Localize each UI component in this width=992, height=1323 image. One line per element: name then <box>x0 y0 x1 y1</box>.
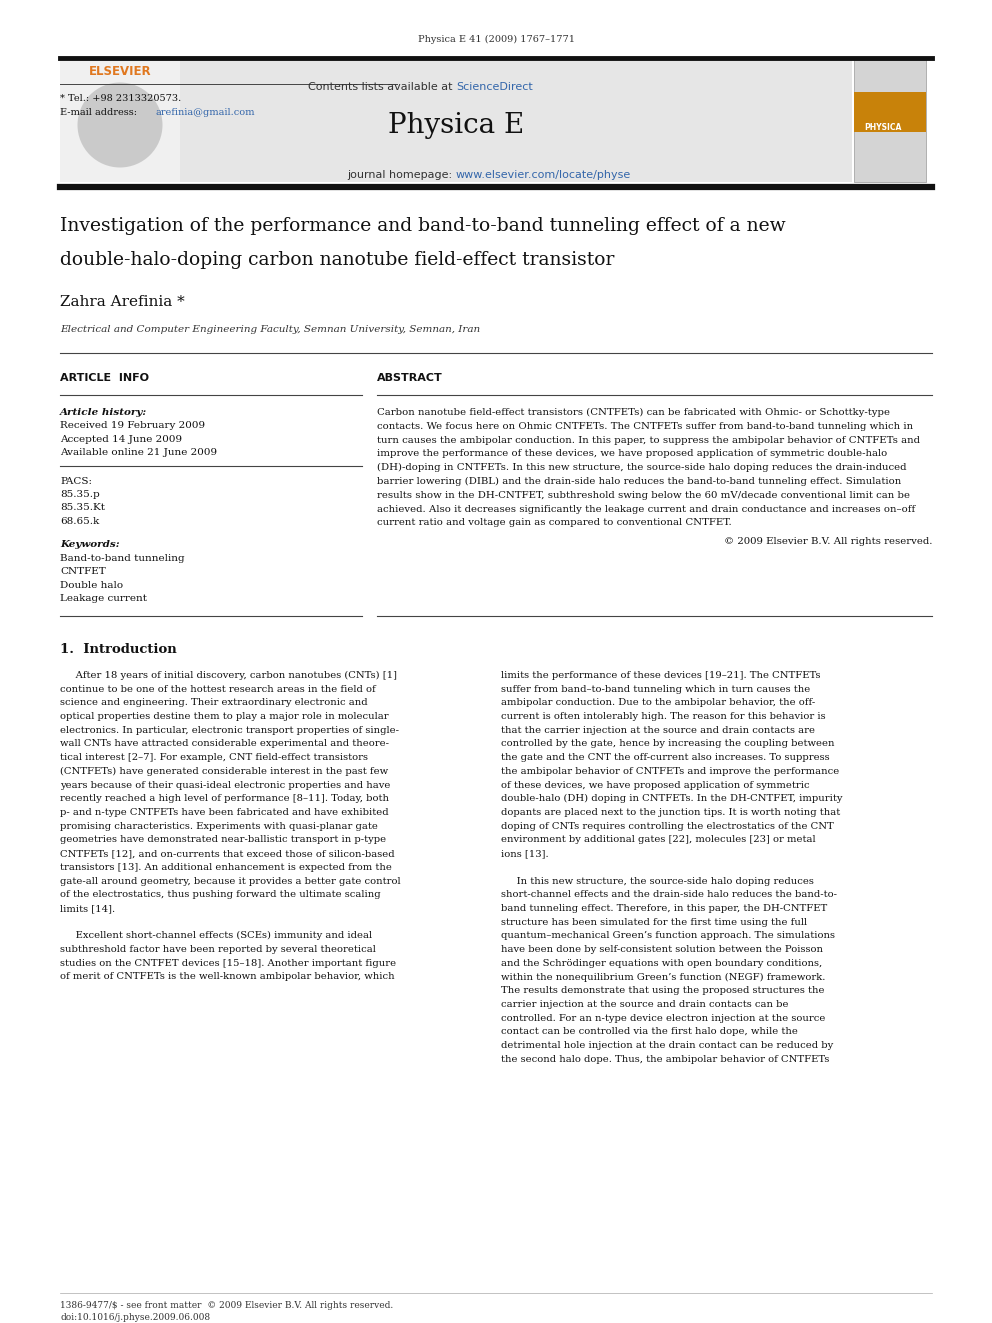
Text: suffer from band–to-band tunneling which in turn causes the: suffer from band–to-band tunneling which… <box>501 685 810 693</box>
Text: ARTICLE  INFO: ARTICLE INFO <box>60 373 149 382</box>
Text: structure has been simulated for the first time using the full: structure has been simulated for the fir… <box>501 918 807 926</box>
Text: Zahra Arefinia *: Zahra Arefinia * <box>60 295 185 310</box>
Text: After 18 years of initial discovery, carbon nanotubes (CNTs) [1]: After 18 years of initial discovery, car… <box>60 671 397 680</box>
Text: PACS:: PACS: <box>60 476 92 486</box>
Text: of merit of CNTFETs is the well-known ambipolar behavior, which: of merit of CNTFETs is the well-known am… <box>60 972 395 982</box>
Text: Accepted 14 June 2009: Accepted 14 June 2009 <box>60 435 183 445</box>
Text: of these devices, we have proposed application of symmetric: of these devices, we have proposed appli… <box>501 781 809 790</box>
Text: and the Schrödinger equations with open boundary conditions,: and the Schrödinger equations with open … <box>501 959 822 967</box>
Text: double-halo (DH) doping in CNTFETs. In the DH-CNTFET, impurity: double-halo (DH) doping in CNTFETs. In t… <box>501 794 842 803</box>
Text: electronics. In particular, electronic transport properties of single-: electronics. In particular, electronic t… <box>60 726 399 734</box>
Text: journal homepage:: journal homepage: <box>347 169 456 180</box>
Text: ions [13].: ions [13]. <box>501 849 549 859</box>
Text: controlled by the gate, hence by increasing the coupling between: controlled by the gate, hence by increas… <box>501 740 834 749</box>
Text: detrimental hole injection at the drain contact can be reduced by: detrimental hole injection at the drain … <box>501 1041 833 1050</box>
Text: Investigation of the performance and band-to-band tunneling effect of a new: Investigation of the performance and ban… <box>60 217 786 235</box>
Text: science and engineering. Their extraordinary electronic and: science and engineering. Their extraordi… <box>60 699 368 708</box>
Text: turn causes the ambipolar conduction. In this paper, to suppress the ambipolar b: turn causes the ambipolar conduction. In… <box>377 435 920 445</box>
Text: 1386-9477/$ - see front matter  © 2009 Elsevier B.V. All rights reserved.: 1386-9477/$ - see front matter © 2009 El… <box>60 1301 393 1310</box>
Text: carrier injection at the source and drain contacts can be: carrier injection at the source and drai… <box>501 1000 789 1009</box>
Bar <box>854 60 926 183</box>
Text: The results demonstrate that using the proposed structures the: The results demonstrate that using the p… <box>501 986 824 995</box>
Text: (CNTFETs) have generated considerable interest in the past few: (CNTFETs) have generated considerable in… <box>60 767 388 777</box>
Text: limits [14].: limits [14]. <box>60 904 115 913</box>
Text: Leakage current: Leakage current <box>60 594 147 603</box>
Text: contacts. We focus here on Ohmic CNTFETs. The CNTFETs suffer from band-to-band t: contacts. We focus here on Ohmic CNTFETs… <box>377 422 913 431</box>
Text: geometries have demonstrated near-ballistic transport in p-type: geometries have demonstrated near-ballis… <box>60 835 386 844</box>
Text: Carbon nanotube field-effect transistors (CNTFETs) can be fabricated with Ohmic-: Carbon nanotube field-effect transistors… <box>377 407 890 417</box>
Text: within the nonequilibrium Green’s function (NEGF) framework.: within the nonequilibrium Green’s functi… <box>501 972 825 982</box>
Text: double-halo-doping carbon nanotube field-effect transistor: double-halo-doping carbon nanotube field… <box>60 251 614 269</box>
Text: www.elsevier.com/locate/physe: www.elsevier.com/locate/physe <box>456 169 631 180</box>
Text: promising characteristics. Experiments with quasi-planar gate: promising characteristics. Experiments w… <box>60 822 378 831</box>
Text: Excellent short-channel effects (SCEs) immunity and ideal: Excellent short-channel effects (SCEs) i… <box>60 931 372 941</box>
Text: CNTFET: CNTFET <box>60 568 106 577</box>
Text: environment by additional gates [22], molecules [23] or metal: environment by additional gates [22], mo… <box>501 835 815 844</box>
Text: current ratio and voltage gain as compared to conventional CNTFET.: current ratio and voltage gain as compar… <box>377 519 732 528</box>
Text: tical interest [2–7]. For example, CNT field-effect transistors: tical interest [2–7]. For example, CNT f… <box>60 753 368 762</box>
Text: band tunneling effect. Therefore, in this paper, the DH-CNTFET: band tunneling effect. Therefore, in thi… <box>501 904 827 913</box>
Text: E-mail address:: E-mail address: <box>60 108 140 116</box>
Text: doping of CNTs requires controlling the electrostatics of the CNT: doping of CNTs requires controlling the … <box>501 822 833 831</box>
Text: ELSEVIER: ELSEVIER <box>88 65 152 78</box>
Text: Received 19 February 2009: Received 19 February 2009 <box>60 422 205 430</box>
Text: results show in the DH-CNTFET, subthreshold swing below the 60 mV/decade convent: results show in the DH-CNTFET, subthresh… <box>377 491 910 500</box>
Text: Available online 21 June 2009: Available online 21 June 2009 <box>60 448 217 458</box>
Text: current is often intolerably high. The reason for this behavior is: current is often intolerably high. The r… <box>501 712 825 721</box>
Text: barrier lowering (DIBL) and the drain-side halo reduces the band-to-band tunneli: barrier lowering (DIBL) and the drain-si… <box>377 478 902 486</box>
Text: achieved. Also it decreases significantly the leakage current and drain conducta: achieved. Also it decreases significantl… <box>377 504 916 513</box>
Text: ambipolar conduction. Due to the ambipolar behavior, the off-: ambipolar conduction. Due to the ambipol… <box>501 699 815 708</box>
Text: wall CNTs have attracted considerable experimental and theore-: wall CNTs have attracted considerable ex… <box>60 740 389 749</box>
Bar <box>854 93 926 132</box>
Text: Keywords:: Keywords: <box>60 541 120 549</box>
Text: Physica E: Physica E <box>388 112 524 139</box>
Text: improve the performance of these devices, we have proposed application of symmet: improve the performance of these devices… <box>377 450 887 458</box>
Text: dopants are placed next to the junction tips. It is worth noting that: dopants are placed next to the junction … <box>501 808 840 818</box>
Text: the ambipolar behavior of CNTFETs and improve the performance: the ambipolar behavior of CNTFETs and im… <box>501 767 839 775</box>
Text: gate-all around geometry, because it provides a better gate control: gate-all around geometry, because it pro… <box>60 877 401 885</box>
Text: contact can be controlled via the first halo dope, while the: contact can be controlled via the first … <box>501 1027 798 1036</box>
Ellipse shape <box>77 82 163 168</box>
Text: CNTFETs [12], and on-currents that exceed those of silicon-based: CNTFETs [12], and on-currents that excee… <box>60 849 395 859</box>
Text: short-channel effects and the drain-side halo reduces the band-to-: short-channel effects and the drain-side… <box>501 890 837 900</box>
Text: (DH)-doping in CNTFETs. In this new structure, the source-side halo doping reduc: (DH)-doping in CNTFETs. In this new stru… <box>377 463 907 472</box>
Text: * Tel.: +98 2313320573.: * Tel.: +98 2313320573. <box>60 94 182 103</box>
Text: that the carrier injection at the source and drain contacts are: that the carrier injection at the source… <box>501 726 815 734</box>
Text: 1.  Introduction: 1. Introduction <box>60 643 177 656</box>
Text: Physica E 41 (2009) 1767–1771: Physica E 41 (2009) 1767–1771 <box>418 34 574 44</box>
Text: of the electrostatics, thus pushing forward the ultimate scaling: of the electrostatics, thus pushing forw… <box>60 890 381 900</box>
Text: © 2009 Elsevier B.V. All rights reserved.: © 2009 Elsevier B.V. All rights reserved… <box>723 537 932 546</box>
Text: Band-to-band tunneling: Band-to-band tunneling <box>60 554 185 564</box>
Text: In this new structure, the source-side halo doping reduces: In this new structure, the source-side h… <box>501 877 813 885</box>
Text: subthreshold factor have been reported by several theoretical: subthreshold factor have been reported b… <box>60 945 376 954</box>
Text: recently reached a high level of performance [8–11]. Today, both: recently reached a high level of perform… <box>60 794 389 803</box>
Text: ScienceDirect: ScienceDirect <box>456 82 533 93</box>
Text: ABSTRACT: ABSTRACT <box>377 373 442 382</box>
Text: p- and n-type CNTFETs have been fabricated and have exhibited: p- and n-type CNTFETs have been fabricat… <box>60 808 389 818</box>
Bar <box>60 60 852 183</box>
Text: arefinia@gmail.com: arefinia@gmail.com <box>155 108 255 116</box>
Text: the gate and the CNT the off-current also increases. To suppress: the gate and the CNT the off-current als… <box>501 753 829 762</box>
Text: 85.35.Kt: 85.35.Kt <box>60 504 105 512</box>
Text: Double halo: Double halo <box>60 581 123 590</box>
Text: Contents lists available at: Contents lists available at <box>308 82 456 93</box>
Text: continue to be one of the hottest research areas in the field of: continue to be one of the hottest resear… <box>60 685 376 693</box>
Text: years because of their quasi-ideal electronic properties and have: years because of their quasi-ideal elect… <box>60 781 391 790</box>
Text: quantum–mechanical Green’s function approach. The simulations: quantum–mechanical Green’s function appr… <box>501 931 835 941</box>
Text: controlled. For an n-type device electron injection at the source: controlled. For an n-type device electro… <box>501 1013 825 1023</box>
Text: Electrical and Computer Engineering Faculty, Semnan University, Semnan, Iran: Electrical and Computer Engineering Facu… <box>60 325 480 333</box>
Text: transistors [13]. An additional enhancement is expected from the: transistors [13]. An additional enhancem… <box>60 863 392 872</box>
Text: the second halo dope. Thus, the ambipolar behavior of CNTFETs: the second halo dope. Thus, the ambipola… <box>501 1054 829 1064</box>
Text: studies on the CNTFET devices [15–18]. Another important figure: studies on the CNTFET devices [15–18]. A… <box>60 959 396 967</box>
Text: optical properties destine them to play a major role in molecular: optical properties destine them to play … <box>60 712 389 721</box>
Text: limits the performance of these devices [19–21]. The CNTFETs: limits the performance of these devices … <box>501 671 820 680</box>
Text: 85.35.p: 85.35.p <box>60 490 100 499</box>
Text: 68.65.k: 68.65.k <box>60 517 99 527</box>
Text: Article history:: Article history: <box>60 407 147 417</box>
Text: PHYSICA: PHYSICA <box>864 123 902 132</box>
Text: have been done by self-consistent solution between the Poisson: have been done by self-consistent soluti… <box>501 945 823 954</box>
Text: doi:10.1016/j.physe.2009.06.008: doi:10.1016/j.physe.2009.06.008 <box>60 1312 210 1322</box>
Bar <box>60 60 180 183</box>
